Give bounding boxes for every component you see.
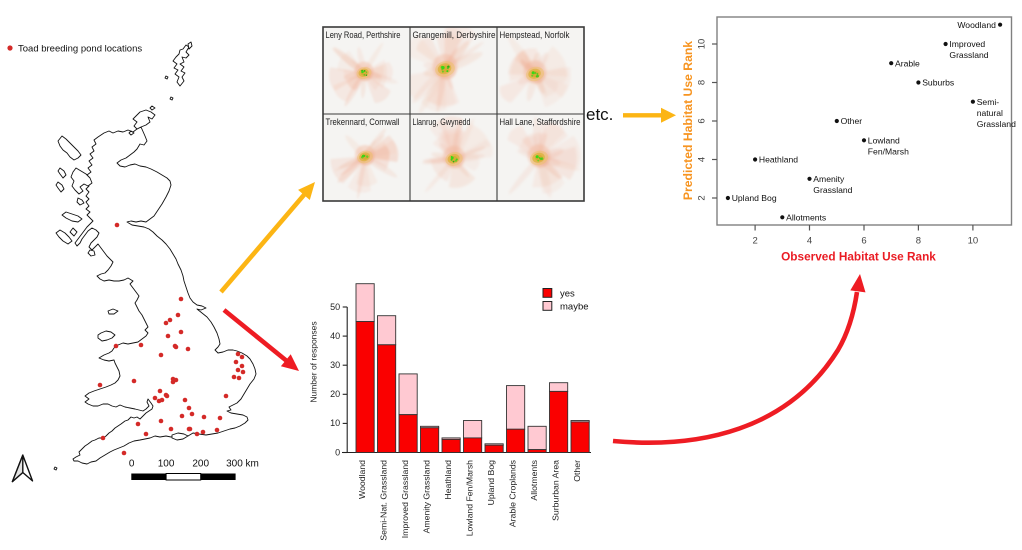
svg-text:4: 4 <box>807 235 812 246</box>
svg-text:Upland Bog: Upland Bog <box>732 193 777 203</box>
svg-text:Arable Croplands: Arable Croplands <box>508 459 518 527</box>
svg-text:Grassland: Grassland <box>977 119 1016 129</box>
svg-text:Grangemill, Derbyshire: Grangemill, Derbyshire <box>413 30 496 40</box>
svg-text:Llanrug, Gwynedd: Llanrug, Gwynedd <box>413 117 471 127</box>
svg-text:Amenity Grassland: Amenity Grassland <box>422 460 432 534</box>
svg-text:10: 10 <box>330 418 340 428</box>
svg-text:Surburban Area: Surburban Area <box>551 460 561 521</box>
svg-text:Semi-: Semi- <box>977 97 1000 107</box>
svg-text:Grassland: Grassland <box>949 50 988 60</box>
svg-text:Number of responses: Number of responses <box>309 321 319 402</box>
svg-text:0: 0 <box>335 447 340 457</box>
svg-text:300 km: 300 km <box>226 459 259 470</box>
svg-text:Heathland: Heathland <box>759 155 798 165</box>
svg-text:Suburbs: Suburbs <box>922 78 954 88</box>
svg-text:30: 30 <box>330 360 340 370</box>
svg-text:Lowland: Lowland <box>868 136 900 146</box>
svg-text:Amenity: Amenity <box>813 174 845 184</box>
svg-text:Woodland: Woodland <box>357 460 367 499</box>
svg-text:Upland Bog: Upland Bog <box>486 460 496 506</box>
svg-text:Improved Grassland: Improved Grassland <box>400 460 410 538</box>
svg-text:40: 40 <box>330 331 340 341</box>
svg-text:Heathland: Heathland <box>443 460 453 500</box>
svg-text:Arable: Arable <box>895 58 920 68</box>
svg-text:10: 10 <box>697 39 708 50</box>
svg-text:Semi-Nat. Grassland: Semi-Nat. Grassland <box>379 460 389 541</box>
svg-text:Fen/Marsh: Fen/Marsh <box>868 147 909 157</box>
svg-text:6: 6 <box>697 118 708 123</box>
svg-text:Leny Road, Perthshire: Leny Road, Perthshire <box>326 30 401 40</box>
svg-text:10: 10 <box>968 235 979 246</box>
svg-text:2: 2 <box>752 235 757 246</box>
svg-text:2: 2 <box>697 195 708 200</box>
svg-text:Hall Lane, Staffordshire: Hall Lane, Staffordshire <box>500 117 581 127</box>
svg-text:20: 20 <box>330 389 340 399</box>
svg-text:Grassland: Grassland <box>813 185 852 195</box>
svg-text:Allotments: Allotments <box>529 459 539 500</box>
svg-text:Trekennard, Cornwall: Trekennard, Cornwall <box>326 117 400 127</box>
svg-text:100: 100 <box>158 459 175 470</box>
svg-text:etc.: etc. <box>586 105 613 124</box>
svg-text:Improved: Improved <box>949 39 985 49</box>
svg-text:0: 0 <box>129 459 135 470</box>
svg-text:Other: Other <box>572 460 582 482</box>
svg-text:200: 200 <box>192 459 209 470</box>
svg-text:Lowland Fen/Marsh: Lowland Fen/Marsh <box>465 460 475 536</box>
svg-text:Woodland: Woodland <box>957 20 996 30</box>
svg-text:8: 8 <box>697 80 708 85</box>
svg-text:6: 6 <box>861 235 866 246</box>
svg-text:4: 4 <box>697 157 708 162</box>
svg-text:maybe: maybe <box>560 302 589 313</box>
svg-text:yes: yes <box>560 289 575 300</box>
svg-text:Observed Habitat Use Rank: Observed Habitat Use Rank <box>781 250 936 264</box>
svg-text:Other: Other <box>841 116 863 126</box>
svg-text:Toad breeding pond locations: Toad breeding pond locations <box>18 44 142 55</box>
svg-text:Hempstead, Norfolk: Hempstead, Norfolk <box>500 30 570 40</box>
svg-text:Predicted Habitat Use Rank: Predicted Habitat Use Rank <box>681 41 695 200</box>
svg-text:natural: natural <box>977 108 1003 118</box>
svg-text:50: 50 <box>330 302 340 312</box>
svg-text:8: 8 <box>916 235 921 246</box>
svg-text:Allotments: Allotments <box>786 213 826 223</box>
